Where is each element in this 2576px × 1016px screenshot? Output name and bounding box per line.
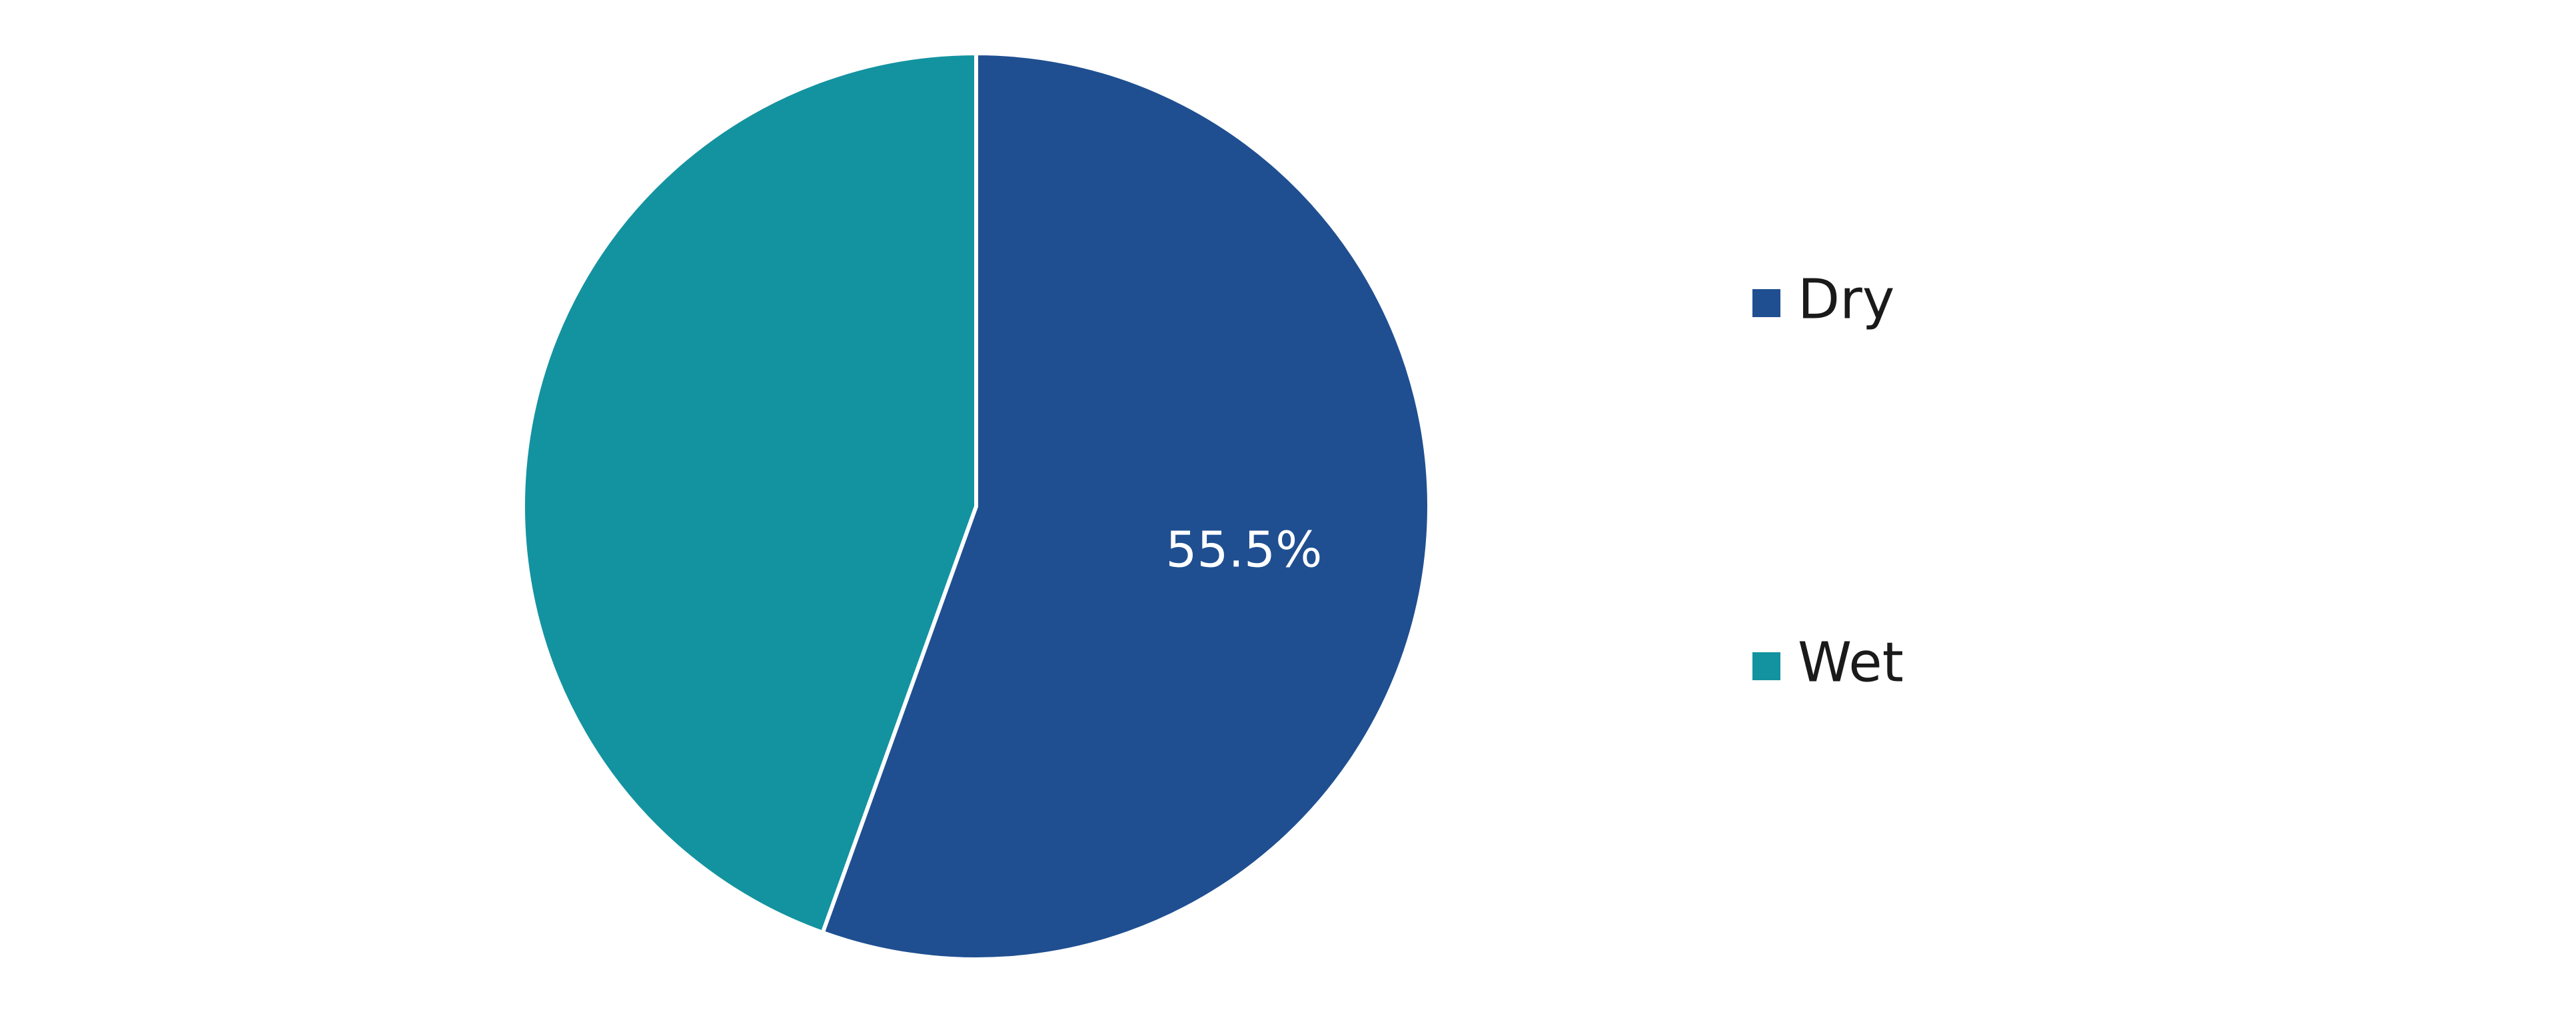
pie-slice-dry (820, 51, 1431, 961)
legend-item-wet: Wet (1752, 631, 1904, 694)
legend: Dry Wet (1752, 268, 1904, 694)
legend-swatch-wet (1752, 652, 1780, 680)
legend-swatch-dry (1752, 289, 1780, 317)
legend-item-dry: Dry (1752, 268, 1894, 331)
legend-label-dry: Dry (1798, 268, 1894, 331)
pie-slice-labels: 55.5% (1165, 522, 1322, 579)
pie-slice-wet (521, 51, 978, 935)
slice-value-label-dry: 55.5% (1165, 522, 1322, 579)
pie-slices (521, 51, 1431, 961)
legend-label-wet: Wet (1798, 631, 1904, 694)
